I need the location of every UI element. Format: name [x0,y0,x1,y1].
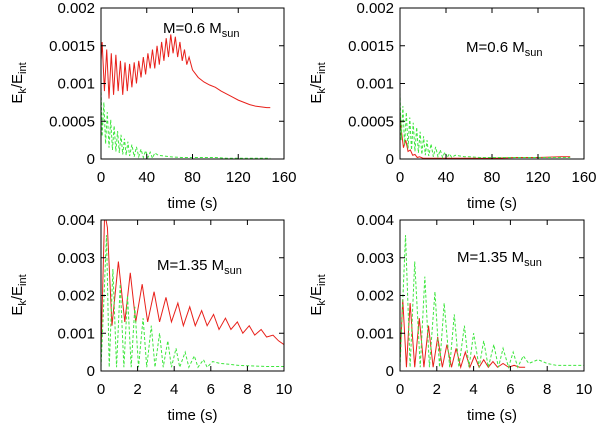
y-tick-label: 0.002 [57,0,95,17]
y-label-main: E [9,306,26,316]
series-line-2 [400,235,584,369]
x-tick-label: 10 [576,381,593,398]
mass-annotation: M=0.6 Msun [466,39,543,59]
y-label-sub1: k [316,300,328,306]
mass-annotation: M=0.6 Msun [163,20,240,40]
y-tick-label: 0.004 [57,212,95,229]
series-line-2 [101,87,271,159]
annotation-main: M=0.6 M [163,20,222,37]
y-axis-label: Ek/Eint [9,62,29,103]
y-tick-label: 0 [87,363,95,380]
mass-annotation: M=1.35 Msun [157,257,242,277]
x-tick-label: 120 [525,169,550,186]
series-line-2 [101,235,284,370]
y-label-mid: /E [9,74,26,88]
plot-frame [399,7,585,160]
y-label-sub1: k [316,88,328,94]
x-tick-label: 120 [226,169,251,186]
x-tick-label: 80 [184,169,201,186]
x-tick-label: 0 [97,381,105,398]
y-tick-label: 0.0005 [49,113,95,130]
y-label-mid: /E [308,286,325,300]
y-tick-label: 0 [386,151,394,168]
x-tick-label: 0 [396,381,404,398]
series-line-1 [400,299,526,370]
y-tick-label: 0.001 [57,76,95,93]
y-tick-label: 0.002 [356,0,394,17]
y-tick-label: 0.0015 [348,38,394,55]
y-label-main: E [308,306,325,316]
y-label-sub2: int [316,274,328,286]
y-tick-label: 0.004 [356,212,394,229]
annotation-sub: sun [224,265,242,277]
x-axis-label: time (s) [467,407,517,423]
chart-panel-4: 0 2 4 6 8 10 0 0.001 0.002 0.003 0.004 time (s) Ek/E… [308,212,592,423]
annotation-main: M=1.35 M [457,249,524,266]
x-axis-label: time (s) [467,195,517,212]
annotation-main: M=1.35 M [157,257,224,274]
y-axis-label: Ek/Eint [9,274,29,315]
y-tick-label: 0.003 [356,250,394,267]
x-tick-label: 6 [207,381,215,398]
series-line-1 [101,34,271,109]
x-tick-label: 4 [469,381,477,398]
y-tick-label: 0.002 [356,288,394,305]
y-label-sub2: int [316,62,328,74]
series-line-1 [400,113,571,159]
y-label-sub1: k [17,88,29,94]
y-tick-label: 0.003 [57,250,95,267]
chart-panel-3: 0 2 4 6 8 10 0 0.001 0.002 0.003 0.004 time (s) Ek/E… [9,212,292,423]
y-label-sub2: int [17,62,29,74]
plot-frame [399,219,585,372]
y-label-mid: /E [308,74,325,88]
y-axis-label: Ek/Eint [308,274,328,315]
y-tick-label: 0.002 [57,288,95,305]
x-tick-label: 80 [484,169,501,186]
x-tick-label: 10 [276,381,293,398]
y-tick-label: 0.0015 [49,38,95,55]
x-axis-label: time (s) [168,407,218,423]
x-tick-label: 6 [506,381,514,398]
y-tick-label: 0.0005 [348,113,394,130]
plot-frame [100,219,285,372]
x-tick-label: 4 [170,381,178,398]
series-line-2 [400,92,571,159]
y-axis-label: Ek/Eint [308,62,328,103]
y-tick-label: 0.001 [57,325,95,342]
x-tick-label: 2 [433,381,441,398]
x-tick-label: 40 [438,169,455,186]
x-tick-label: 8 [543,381,551,398]
y-label-mid: /E [9,286,26,300]
x-tick-label: 160 [271,169,296,186]
x-tick-label: 40 [138,169,155,186]
x-tick-label: 8 [243,381,251,398]
x-tick-label: 160 [571,169,596,186]
y-label-main: E [9,94,26,104]
y-tick-label: 0.001 [356,76,394,93]
x-tick-label: 0 [396,169,404,186]
mass-annotation: M=1.35 Msun [457,249,542,269]
series-line-1 [101,220,284,353]
x-tick-label: 0 [97,169,105,186]
y-tick-label: 0 [386,363,394,380]
x-axis-label: time (s) [168,195,218,212]
x-tick-label: 2 [133,381,141,398]
y-label-sub1: k [17,300,29,306]
y-tick-label: 0.001 [356,325,394,342]
y-label-main: E [308,94,325,104]
annotation-sub: sun [524,257,542,269]
y-tick-label: 0 [87,151,95,168]
chart-panel-2: 0 40 80 120 160 0 0.0005 0.001 0.0015 0.002 time (… [308,0,597,212]
annotation-sub: sun [222,28,240,40]
annotation-main: M=0.6 M [466,39,525,56]
y-label-sub2: int [17,274,29,286]
annotation-sub: sun [525,47,543,59]
chart-panel-1: 0 40 80 120 160 0 0.0005 0.001 0.0015 0.002 time (… [9,0,297,212]
